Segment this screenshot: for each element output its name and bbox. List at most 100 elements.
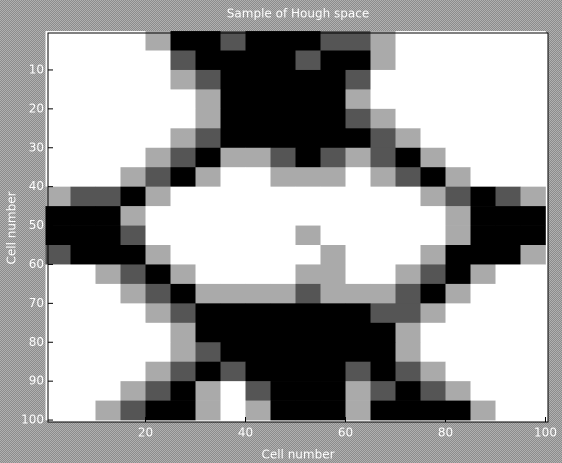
- heatmap-cell: [245, 108, 271, 129]
- heatmap-cell: [445, 322, 471, 343]
- heatmap-cell: [495, 361, 521, 382]
- heatmap-cell: [495, 69, 521, 90]
- heatmap-cell: [270, 69, 296, 90]
- heatmap-cell: [370, 225, 396, 246]
- heatmap-cell: [220, 69, 246, 90]
- heatmap-cell: [470, 89, 496, 110]
- heatmap-cell: [520, 381, 546, 401]
- heatmap-cell: [345, 69, 371, 90]
- heatmap-cell: [445, 245, 471, 265]
- heatmap-cell: [245, 128, 271, 149]
- heatmap-cell: [520, 264, 546, 285]
- heatmap-cell: [520, 186, 546, 207]
- heatmap-cell: [320, 31, 346, 51]
- heatmap-cell: [395, 225, 421, 246]
- heatmap-cell: [520, 400, 546, 421]
- heatmap-cell: [295, 361, 321, 382]
- heatmap-cell: [70, 342, 96, 363]
- heatmap-cell: [120, 361, 146, 382]
- heatmap-cell: [270, 206, 296, 226]
- heatmap-cell: [270, 225, 296, 246]
- heatmap-cell: [370, 108, 396, 129]
- heatmap-cell: [120, 31, 146, 51]
- heatmap-cell: [470, 206, 496, 226]
- heatmap-cell: [270, 283, 296, 304]
- heatmap-cell: [370, 167, 396, 187]
- heatmap-cell: [145, 206, 171, 226]
- heatmap-cell: [520, 225, 546, 246]
- heatmap-cell: [245, 303, 271, 324]
- heatmap-cell: [220, 128, 246, 149]
- heatmap-cell: [470, 283, 496, 304]
- heatmap-cell: [145, 69, 171, 90]
- heatmap-cell: [345, 303, 371, 324]
- heatmap-cell: [245, 69, 271, 90]
- heatmap-cell: [45, 128, 71, 149]
- heatmap-cell: [420, 206, 446, 226]
- heatmap-cell: [245, 167, 271, 187]
- heatmap-cell: [70, 400, 96, 421]
- heatmap-cell: [370, 128, 396, 149]
- heatmap-cell: [195, 361, 221, 382]
- heatmap-cell: [45, 400, 71, 421]
- heatmap-cell: [245, 31, 271, 51]
- heatmap-cell: [170, 283, 196, 304]
- heatmap-cell: [120, 167, 146, 187]
- heatmap-cell: [520, 69, 546, 90]
- heatmap-cell: [370, 186, 396, 207]
- heatmap-cell: [245, 206, 271, 226]
- heatmap-cell: [395, 50, 421, 71]
- heatmap-cell: [70, 147, 96, 168]
- heatmap-cell: [170, 381, 196, 401]
- heatmap-cell: [120, 108, 146, 129]
- heatmap-cell: [95, 400, 121, 421]
- heatmap-cell: [470, 69, 496, 90]
- y-tick-label: 60: [29, 257, 44, 271]
- heatmap-cell: [145, 225, 171, 246]
- y-tick-label: 50: [29, 218, 44, 232]
- heatmap-cell: [70, 303, 96, 324]
- heatmap-cell: [345, 342, 371, 363]
- heatmap-cell: [445, 69, 471, 90]
- heatmap-cell: [445, 89, 471, 110]
- heatmap-cell: [70, 31, 96, 51]
- heatmap-cell: [270, 342, 296, 363]
- heatmap-cell: [495, 225, 521, 246]
- heatmap-cell: [120, 69, 146, 90]
- heatmap-cell: [145, 283, 171, 304]
- heatmap-cell: [170, 225, 196, 246]
- heatmap-cell: [420, 108, 446, 129]
- heatmap-cell: [270, 245, 296, 265]
- heatmap-cell: [470, 381, 496, 401]
- heatmap-cell: [445, 400, 471, 421]
- heatmap-cell: [470, 128, 496, 149]
- heatmap-cell: [170, 31, 196, 51]
- heatmap-cell: [445, 381, 471, 401]
- heatmap-cell: [470, 225, 496, 246]
- heatmap-cell: [145, 108, 171, 129]
- heatmap-cell: [420, 69, 446, 90]
- heatmap-cell: [45, 89, 71, 110]
- heatmap-cell: [245, 225, 271, 246]
- heatmap-cell: [495, 381, 521, 401]
- heatmap-cell: [345, 50, 371, 71]
- heatmap-cell: [445, 303, 471, 324]
- heatmap-cell: [45, 322, 71, 343]
- heatmap-cell: [495, 186, 521, 207]
- heatmap-cell: [70, 381, 96, 401]
- heatmap-cell: [470, 147, 496, 168]
- heatmap-cell: [395, 264, 421, 285]
- heatmap-cell: [145, 128, 171, 149]
- heatmap-cell: [70, 283, 96, 304]
- heatmap-cell: [320, 283, 346, 304]
- heatmap-cell: [70, 50, 96, 71]
- heatmap-cell: [95, 303, 121, 324]
- y-tick-label: 100: [21, 413, 44, 427]
- heatmap-cell: [420, 342, 446, 363]
- heatmap-cell: [445, 283, 471, 304]
- heatmap-cell: [120, 186, 146, 207]
- heatmap-cell: [220, 225, 246, 246]
- heatmap-cell: [270, 147, 296, 168]
- heatmap-cell: [145, 50, 171, 71]
- heatmap-cell: [395, 31, 421, 51]
